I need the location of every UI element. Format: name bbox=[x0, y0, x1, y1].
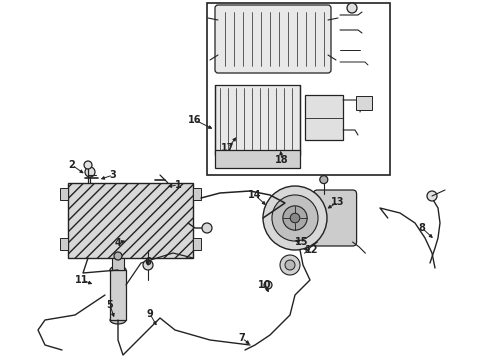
FancyBboxPatch shape bbox=[314, 190, 357, 246]
Text: 4: 4 bbox=[115, 238, 122, 248]
Circle shape bbox=[202, 223, 212, 233]
Text: 5: 5 bbox=[107, 300, 113, 310]
Circle shape bbox=[85, 167, 95, 177]
Bar bbox=[207, 3, 390, 175]
Text: 13: 13 bbox=[331, 197, 345, 207]
Text: 11: 11 bbox=[75, 275, 89, 285]
Bar bbox=[215, 150, 300, 168]
Text: 9: 9 bbox=[147, 309, 153, 319]
Ellipse shape bbox=[110, 266, 126, 274]
Bar bbox=[60, 238, 68, 250]
Text: 17: 17 bbox=[221, 143, 235, 153]
Circle shape bbox=[272, 195, 318, 241]
Circle shape bbox=[114, 252, 122, 260]
Bar bbox=[110, 270, 126, 320]
Bar bbox=[356, 96, 372, 110]
Circle shape bbox=[283, 206, 307, 230]
Circle shape bbox=[143, 260, 153, 270]
Text: 12: 12 bbox=[305, 245, 319, 255]
Text: 15: 15 bbox=[295, 237, 309, 247]
Circle shape bbox=[427, 191, 437, 201]
Text: 6: 6 bbox=[145, 257, 151, 267]
Bar bbox=[112, 258, 124, 270]
FancyBboxPatch shape bbox=[215, 5, 331, 73]
Text: 1: 1 bbox=[174, 180, 181, 190]
Bar bbox=[305, 95, 343, 140]
Bar bbox=[193, 238, 201, 250]
Circle shape bbox=[347, 3, 357, 13]
Circle shape bbox=[290, 213, 300, 223]
Bar bbox=[193, 188, 201, 200]
Circle shape bbox=[263, 186, 327, 250]
Circle shape bbox=[320, 176, 328, 184]
Text: 2: 2 bbox=[69, 160, 75, 170]
Text: 8: 8 bbox=[418, 223, 425, 233]
Ellipse shape bbox=[110, 316, 126, 324]
Circle shape bbox=[280, 255, 300, 275]
Text: 18: 18 bbox=[275, 155, 289, 165]
Circle shape bbox=[264, 281, 272, 289]
Text: 14: 14 bbox=[248, 190, 262, 200]
Text: 3: 3 bbox=[110, 170, 117, 180]
Bar bbox=[215, 85, 300, 155]
Text: 10: 10 bbox=[258, 280, 272, 290]
Text: 16: 16 bbox=[188, 115, 202, 125]
Circle shape bbox=[84, 161, 92, 169]
Circle shape bbox=[285, 260, 295, 270]
Bar bbox=[60, 188, 68, 200]
Text: 7: 7 bbox=[239, 333, 245, 343]
Bar bbox=[68, 183, 193, 258]
